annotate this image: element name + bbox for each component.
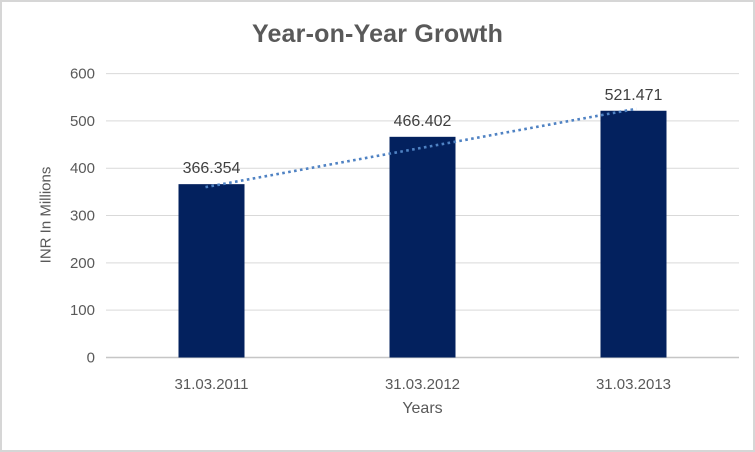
y-tick-label: 0 <box>87 350 95 367</box>
bar-31.03.2012 <box>389 136 456 358</box>
bar-31.03.2011 <box>178 184 245 358</box>
bar-data-label: 466.402 <box>394 113 452 130</box>
y-tick-label: 300 <box>70 208 95 225</box>
x-tick-label: 31.03.2011 <box>175 376 249 393</box>
x-tick-label: 31.03.2012 <box>385 376 460 393</box>
bar-data-label: 521.471 <box>605 87 663 104</box>
y-tick-label: 200 <box>70 255 95 272</box>
trendline <box>205 107 637 189</box>
bar-31.03.2013 <box>600 110 667 358</box>
y-tick-label: 600 <box>70 66 95 83</box>
bar-data-label: 366.354 <box>183 160 241 177</box>
chart-title: Year-on-Year Growth <box>251 20 504 48</box>
y-tick-label: 400 <box>70 160 95 177</box>
x-tick-label: 31.03.2013 <box>596 376 671 393</box>
y-tick-label: 100 <box>70 302 95 319</box>
x-axis-title: Years <box>402 400 443 417</box>
y-tick-label: 500 <box>70 113 95 130</box>
